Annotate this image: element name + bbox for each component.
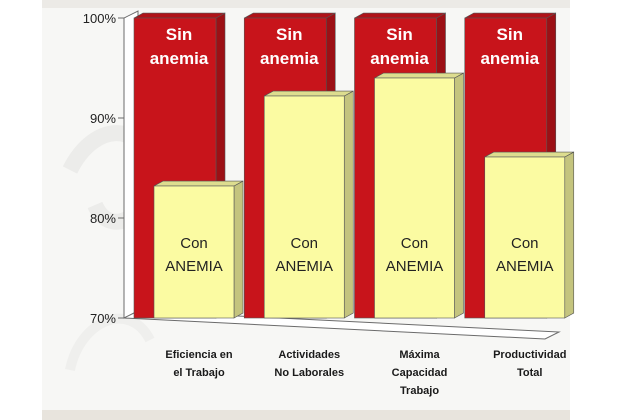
category-label: Capacidad	[392, 367, 448, 379]
sin-anemia-bar-top	[354, 12, 446, 19]
con-anemia-label: ANEMIA	[275, 258, 333, 275]
sin-anemia-label: anemia	[370, 49, 429, 68]
category-label: Productividad	[493, 349, 566, 361]
con-anemia-bar	[484, 156, 566, 319]
con-anemia-bar-side	[454, 72, 464, 319]
con-anemia-bar-top	[374, 72, 464, 79]
con-anemia-bar-side	[564, 151, 575, 319]
y-tick-label: 80%	[90, 211, 116, 226]
sin-anemia-bar-top	[464, 12, 556, 19]
category-label: Total	[517, 367, 542, 379]
con-anemia-bar	[263, 95, 345, 319]
con-anemia-label: Con	[511, 235, 539, 252]
sin-anemia-bar-top	[133, 12, 226, 19]
sin-anemia-label: Sin	[386, 25, 412, 44]
con-anemia-label: Con	[401, 235, 429, 252]
con-anemia-bar-side	[343, 90, 354, 319]
con-anemia-label: ANEMIA	[386, 258, 444, 275]
con-anemia-bar	[374, 77, 455, 319]
sin-anemia-bar-top	[244, 12, 336, 19]
category-label: Eficiencia en	[165, 349, 233, 361]
watermark-shape	[65, 313, 155, 372]
con-anemia-bar	[153, 185, 235, 319]
category-label: Trabajo	[400, 385, 439, 397]
y-tick-label: 90%	[90, 111, 116, 126]
slide-top-strip	[42, 0, 570, 8]
y-tick-label: 100%	[83, 11, 117, 26]
y-tick-label: 70%	[90, 311, 116, 326]
con-anemia-label: ANEMIA	[165, 258, 223, 275]
con-anemia-label: ANEMIA	[496, 258, 554, 275]
con-anemia-bar-top	[484, 151, 574, 158]
sin-anemia-label: anemia	[480, 49, 539, 68]
sin-anemia-label: Sin	[497, 25, 523, 44]
con-anemia-bar-top	[153, 180, 244, 187]
category-label: Actividades	[278, 349, 340, 361]
slide-bottom-strip	[42, 410, 570, 420]
sin-anemia-label: anemia	[260, 49, 319, 68]
sin-anemia-label: anemia	[150, 49, 209, 68]
con-anemia-bar-top	[264, 90, 354, 97]
sin-anemia-label: Sin	[276, 25, 302, 44]
con-anemia-bar-side	[233, 180, 244, 319]
con-anemia-label: Con	[180, 235, 208, 252]
category-label: el Trabajo	[173, 367, 225, 379]
category-label: No Laborales	[274, 367, 344, 379]
sin-anemia-label: Sin	[166, 25, 192, 44]
con-anemia-label: Con	[290, 235, 318, 252]
category-label: Máxima	[399, 349, 440, 361]
